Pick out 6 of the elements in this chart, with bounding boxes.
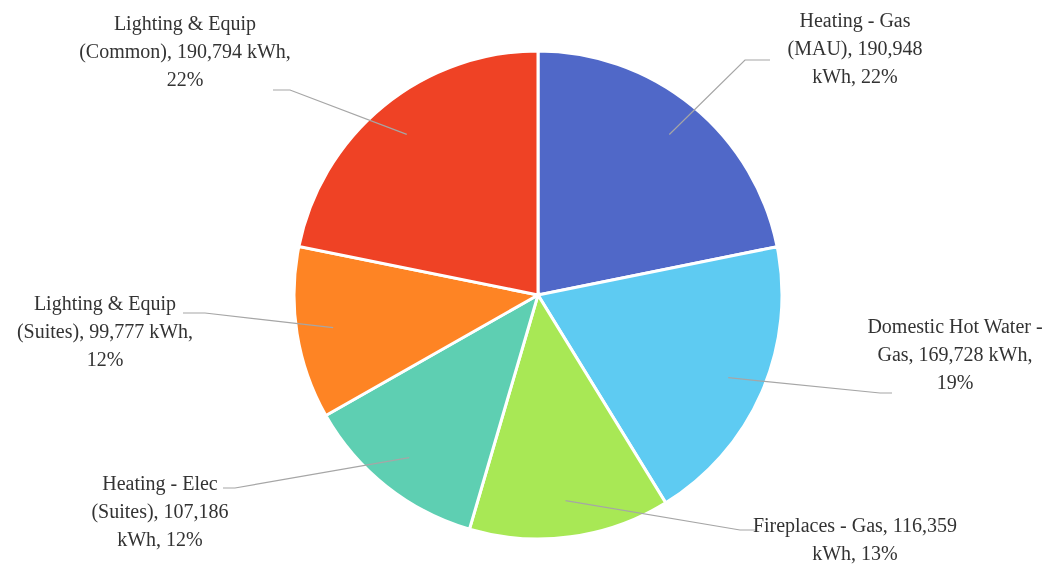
slice-label: Heating - Gas (MAU), 190,948 kWh, 22% [787, 9, 923, 87]
slice-label: Domestic Hot Water - Gas, 169,728 kWh, 19% [867, 315, 1043, 393]
slice-label: Heating - Elec (Suites), 107,186 kWh, 12% [91, 472, 229, 550]
slice-label: Fireplaces - Gas, 116,359 kWh, 13% [752, 514, 958, 564]
slice-label: Lighting & Equip (Common), 190,794 kWh, 22% [79, 12, 291, 90]
slice-label: Lighting & Equip (Suites), 99,777 kWh, 12% [16, 292, 194, 370]
